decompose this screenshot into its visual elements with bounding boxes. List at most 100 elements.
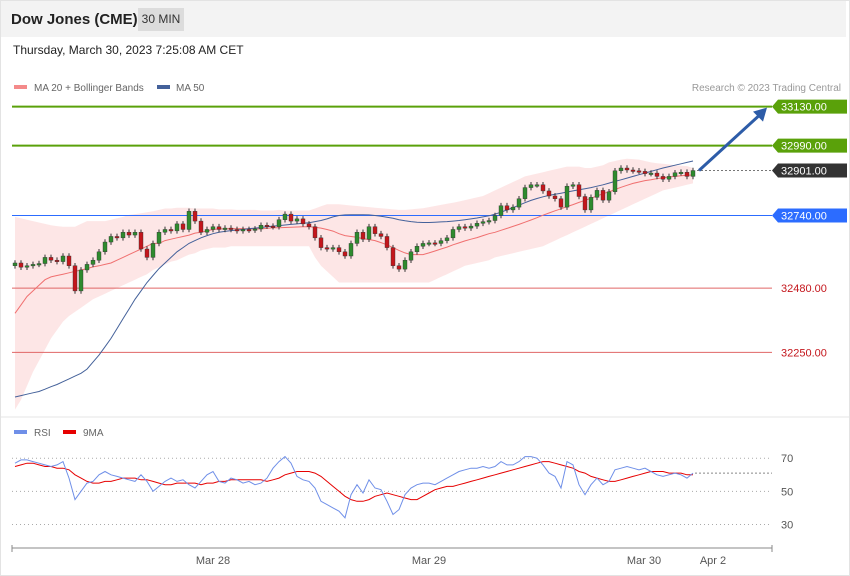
candle [312, 223, 318, 241]
candle-body [222, 227, 228, 230]
candle-body [30, 264, 36, 267]
candle-body [144, 248, 150, 258]
candle [348, 240, 354, 259]
candle [444, 235, 450, 244]
level-label: 33130.00 [781, 102, 827, 114]
candle [576, 181, 582, 200]
candle-body [102, 241, 108, 253]
candle [690, 167, 696, 180]
candle [156, 229, 162, 247]
legend-swatch-ma50 [157, 85, 170, 89]
candle [450, 226, 456, 241]
rsi-tick-label: 70 [781, 453, 793, 465]
candle-body [162, 229, 168, 233]
candle-body [126, 232, 132, 236]
candle-body [282, 213, 288, 220]
candle [288, 211, 294, 224]
report-datetime: Thursday, March 30, 2023 7:25:08 AM CET [13, 43, 244, 57]
candle [204, 226, 210, 236]
candle-body [558, 198, 564, 208]
candle [426, 240, 432, 247]
candle [474, 220, 480, 229]
candle [324, 244, 330, 252]
candle-body [354, 232, 360, 244]
candle [66, 253, 72, 269]
candle [378, 230, 384, 240]
candle-body [492, 215, 498, 221]
forecast-arrow-head [753, 107, 767, 122]
candle [516, 195, 522, 210]
candle [18, 260, 24, 270]
level-label: 32250.00 [781, 347, 827, 359]
candle-body [42, 257, 48, 264]
candle [294, 216, 300, 224]
candle-body [606, 191, 612, 201]
candle [402, 257, 408, 272]
interval-button[interactable]: 30 MIN [138, 8, 184, 31]
candle-body [456, 226, 462, 230]
rsi-layer: 70 50 30 [12, 453, 793, 531]
candle-body [480, 221, 486, 224]
candle-body [636, 170, 642, 173]
candle-body [312, 226, 318, 239]
x-tick-label: Apr 2 [700, 555, 726, 567]
candle-body [270, 225, 276, 228]
candle-body [342, 251, 348, 257]
candle-body [336, 247, 342, 253]
candle [480, 218, 486, 227]
candle [558, 195, 564, 210]
candle-body [234, 229, 240, 232]
candle-body [78, 269, 84, 292]
candle [360, 229, 366, 243]
candle-body [450, 229, 456, 239]
candle [234, 226, 240, 234]
candle [246, 226, 252, 233]
candle [276, 216, 282, 230]
candle-body [18, 262, 24, 268]
candle [258, 222, 264, 232]
candle [438, 237, 444, 247]
x-tick-label: Mar 29 [412, 555, 446, 567]
candle-body [396, 265, 402, 270]
candle [504, 202, 510, 213]
candle-body [210, 226, 216, 230]
legend-swatch-ma20 [14, 85, 27, 89]
candle [384, 233, 390, 251]
candle [264, 222, 270, 229]
candle [642, 168, 648, 177]
candle [162, 226, 168, 236]
candle [372, 223, 378, 237]
candle [594, 187, 600, 201]
candle [144, 246, 150, 261]
candle-body [540, 184, 546, 192]
candle-body [318, 237, 324, 248]
candle-body [624, 167, 630, 171]
candle [342, 249, 348, 259]
candle-body [600, 190, 606, 201]
candle [510, 204, 516, 213]
candle-body [642, 171, 648, 174]
candle-body [132, 232, 138, 236]
candle-body [150, 243, 156, 258]
candle [618, 165, 624, 174]
candle [390, 244, 396, 269]
candle-body [414, 246, 420, 253]
candle [540, 181, 546, 194]
candle-body [264, 225, 270, 227]
candle [102, 239, 108, 255]
candle [318, 235, 324, 251]
candle-body [72, 265, 78, 292]
x-tick-label: Mar 28 [196, 555, 230, 567]
candle [588, 194, 594, 213]
candle [54, 257, 60, 265]
candle-body [96, 251, 102, 261]
copyright-text: Research © 2023 Trading Central [692, 83, 841, 94]
candle [282, 211, 288, 223]
level-label: 32901.00 [781, 166, 827, 178]
candle-body [534, 184, 540, 187]
candle [306, 221, 312, 230]
candle-body [120, 232, 126, 239]
candle-body [576, 184, 582, 197]
candle [48, 254, 54, 263]
candle-body [114, 236, 120, 239]
